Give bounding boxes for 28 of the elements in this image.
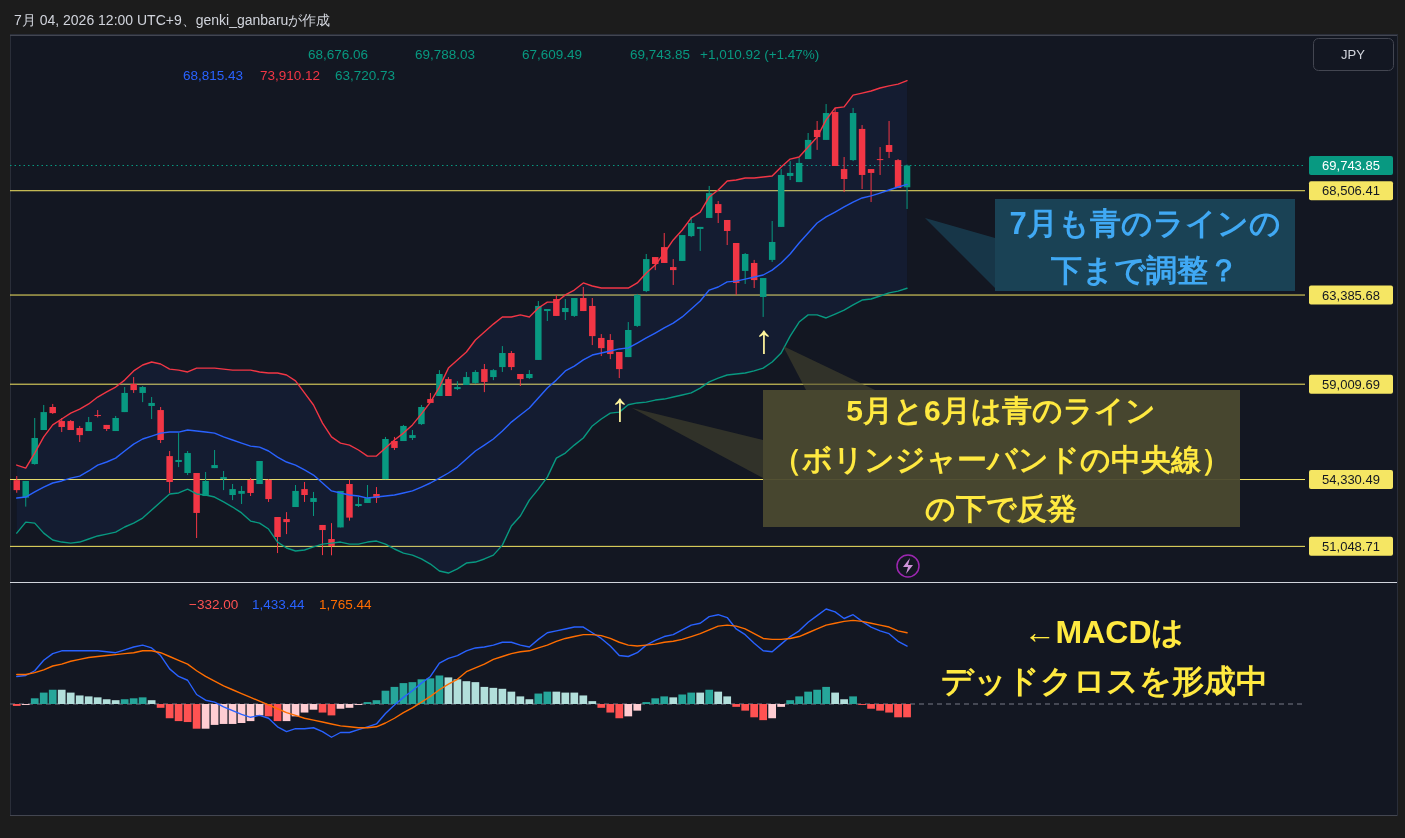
text: デッドクロスを形成中 bbox=[940, 663, 1268, 699]
text: JPY bbox=[1341, 47, 1366, 62]
y-tick-label: 63,385.68 bbox=[1322, 287, 1380, 303]
text: 7月も青のラインの bbox=[1009, 206, 1281, 241]
annotation: 69,743.85 bbox=[630, 47, 691, 62]
y-tick-label: 69,743.85 bbox=[1322, 158, 1380, 174]
annotation: +1,010.92 (+1.47%) bbox=[700, 47, 820, 62]
annotation: 67,609.49 bbox=[522, 47, 583, 62]
annotation: 1,765.44 bbox=[319, 597, 373, 612]
annotation: ↑ bbox=[754, 317, 774, 361]
annotation: 68,676.06 bbox=[308, 47, 369, 62]
text: の下で反発 bbox=[925, 492, 1077, 525]
chart-title: 7月 04, 2026 12:00 UTC+9、genki_ganbaruが作成 bbox=[14, 12, 331, 28]
annotation: 63,720.73 bbox=[335, 68, 396, 83]
annotation: 68,815.43 bbox=[183, 68, 244, 83]
annotation: 1,433.44 bbox=[252, 597, 306, 612]
y-tick-label: 54,330.49 bbox=[1322, 472, 1380, 488]
annotation: 73,910.12 bbox=[260, 68, 321, 83]
annotation: 5月と6月は青のライン bbox=[846, 394, 1156, 427]
y-tick-label: 51,048.71 bbox=[1322, 538, 1380, 554]
annotation: −332.00 bbox=[189, 597, 239, 612]
y-tick-label: 59,009.69 bbox=[1322, 376, 1380, 392]
annotation: 69,788.03 bbox=[415, 47, 476, 62]
text: 下まで調整？ bbox=[1050, 253, 1239, 288]
y-tick-label: 68,506.41 bbox=[1322, 183, 1380, 199]
annotation: （ボリンジャーバンドの中央線） bbox=[771, 443, 1231, 476]
annotation: ↑ bbox=[610, 385, 630, 429]
text: ←MACDは bbox=[1023, 614, 1185, 650]
